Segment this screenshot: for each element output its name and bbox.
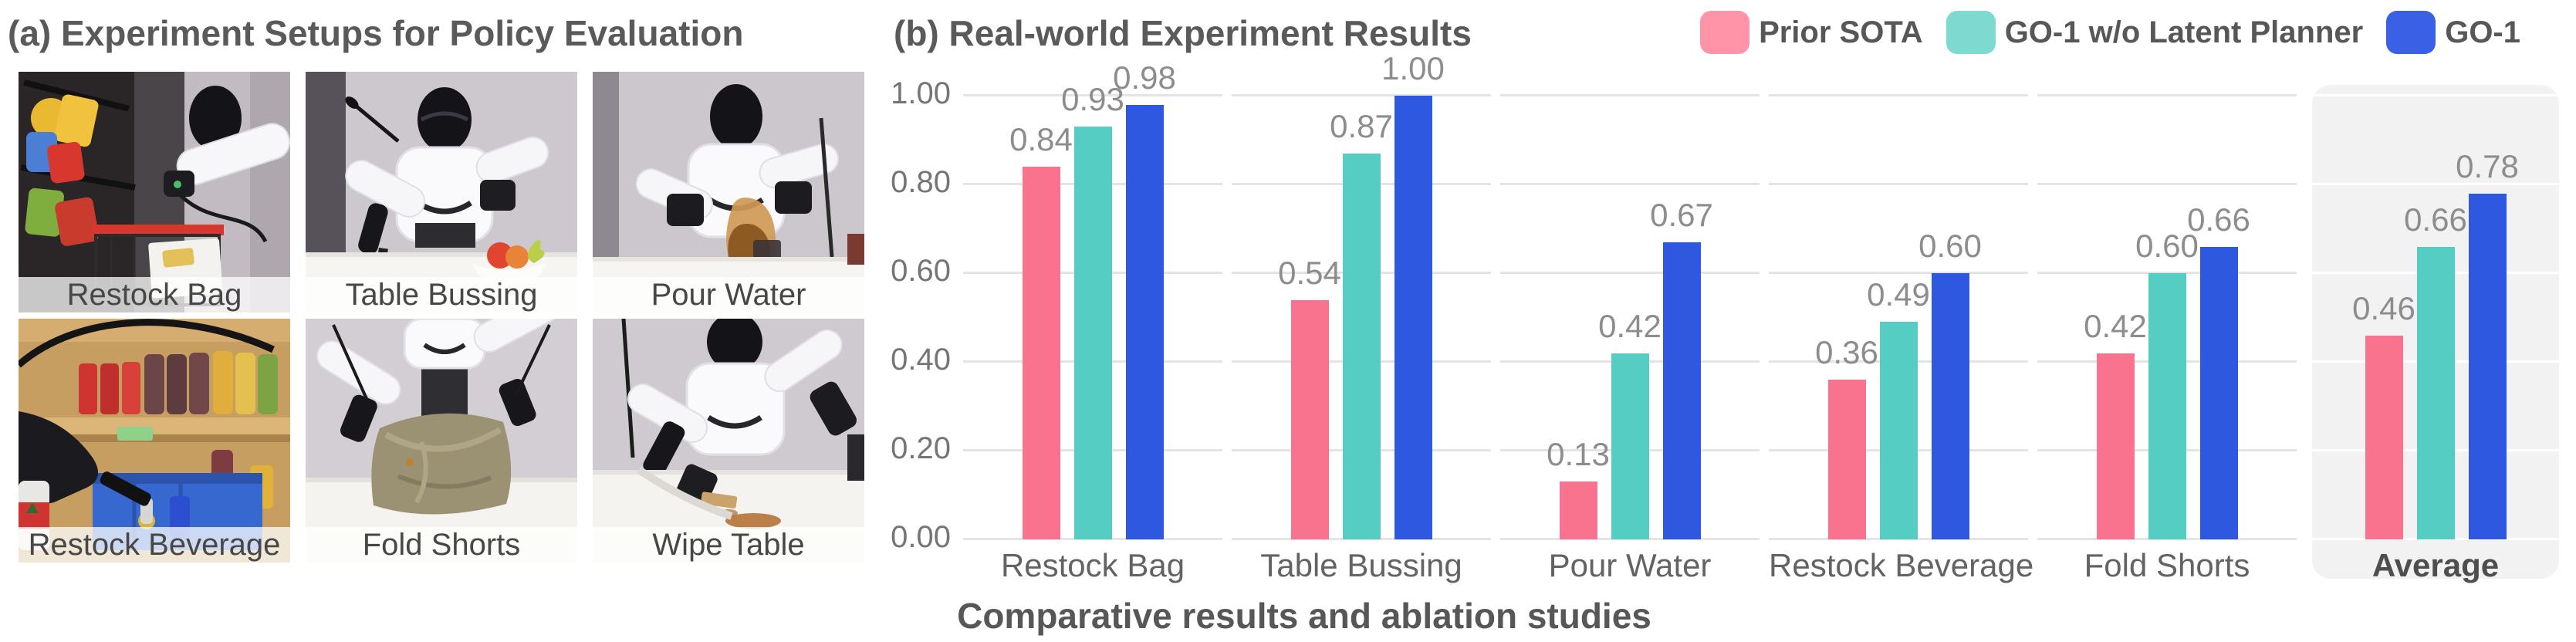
gridline [2306,183,2565,185]
bar-go-1-w-o-latent-planner-table-bussing [1342,153,1381,539]
bar-prior-sota-fold-shorts [2096,353,2135,539]
photo-label: Table Bussing [345,278,538,312]
bar-value-label: 0.66 [2404,201,2467,238]
bar-go-1-table-bussing [1394,96,1432,539]
gridline [1500,183,1760,185]
category-label: Average [2371,547,2500,583]
bar-value-label: 0.49 [1867,276,1930,313]
photo-label: Fold Shorts [362,528,521,562]
bar-value-label: 0.46 [2352,289,2415,326]
y-axis-tick-label: 0.40 [891,343,951,377]
gridline [2306,94,2565,96]
panel-a-title: (a) Experiment Setups for Policy Evaluat… [8,13,744,53]
wipe-table-image [593,319,864,563]
bar-value-label: 0.42 [1598,307,1662,344]
category-label: Table Bussing [1260,547,1462,583]
legend-item-prior-sota: Prior SOTA [1700,11,1923,54]
photo-label-strip: Table Bussing [306,277,577,313]
bar-go-1-w-o-latent-planner-restock-beverage [1879,322,1918,539]
chart-legend: Prior SOTA GO-1 w/o Latent Planner GO-1 [1700,11,2520,54]
go1-wo-latent-planner-swatch-icon [1946,11,1996,54]
bar-go-1-fold-shorts [2199,246,2238,539]
gridline [1769,272,2028,274]
y-axis-tick-label: 1.00 [891,76,951,110]
legend-item-go1: GO-1 [2386,11,2520,54]
restock-beverage-image [19,319,290,563]
fold-shorts-image [306,319,577,563]
photo-label-strip: Wipe Table [593,527,864,563]
gridline [2037,183,2297,185]
y-axis-tick-label: 0.60 [891,254,951,288]
photo-label-strip: Pour Water [593,277,864,313]
bar-value-label: 0.36 [1815,334,1878,370]
bar-value-label: 0.93 [1061,81,1124,118]
figure-caption: Comparative results and ablation studies [957,596,1651,636]
restock-bag-image [19,72,290,313]
photo-label-strip: Restock Bag [19,277,290,313]
category-label: Restock Beverage [1769,547,2034,583]
bar-go-1-restock-beverage [1931,273,1969,539]
bar-value-label: 0.60 [2135,228,2199,264]
bar-value-label: 0.66 [2187,201,2250,238]
bar-value-label: 1.00 [1381,50,1445,86]
legend-label: Prior SOTA [1759,15,1923,49]
bar-value-label: 0.60 [1918,228,1982,264]
photo-label: Wipe Table [652,528,805,562]
panel-b-title: (b) Real-world Experiment Results [894,13,1472,53]
bar-prior-sota-pour-water [1559,482,1597,539]
gridline [1769,94,2028,96]
photo-pour-water: Pour Water [593,72,864,313]
photo-label-strip: Restock Beverage [19,527,290,563]
gridline [2037,272,2297,274]
photo-wipe-table: Wipe Table [593,319,864,563]
bar-go-1-pour-water [1662,242,1701,539]
bar-go-1-average [2468,193,2507,539]
bar-prior-sota-average [2365,335,2403,539]
category-label: Pour Water [1548,547,1712,583]
photo-fold-shorts: Fold Shorts [306,319,577,563]
bar-prior-sota-restock-bag [1022,167,1060,539]
legend-label: GO-1 [2445,15,2520,49]
bar-value-label: 0.13 [1547,436,1610,473]
photo-label: Restock Bag [66,278,242,312]
y-axis-tick-label: 0.00 [891,520,951,554]
photo-label: Pour Water [651,278,806,312]
bar-go-1-w-o-latent-planner-restock-bag [1073,127,1112,539]
bar-value-label: 0.98 [1113,59,1176,96]
legend-label: GO-1 w/o Latent Planner [2004,15,2364,49]
bar-value-label: 0.78 [2456,147,2519,184]
bar-value-label: 0.54 [1278,254,1341,291]
go1-swatch-icon [2386,11,2436,54]
gridline [1232,94,1491,96]
photo-label-strip: Fold Shorts [306,527,577,563]
photo-label: Restock Beverage [28,528,281,562]
photo-restock-beverage: Restock Beverage [19,319,290,563]
bar-prior-sota-restock-beverage [1827,380,1866,539]
legend-item-go1-wo-latent-planner: GO-1 w/o Latent Planner [1946,11,2364,54]
bar-go-1-restock-bag [1125,104,1164,539]
prior-sota-swatch-icon [1700,11,1750,54]
gridline [1500,94,1760,96]
y-axis-tick-label: 0.80 [891,165,951,199]
category-label: Restock Bag [1000,547,1185,583]
gridline [963,94,1222,96]
photo-table-bussing: Table Bussing [306,72,577,313]
bar-go-1-w-o-latent-planner-average [2416,246,2455,539]
gridline [1769,183,2028,185]
bar-go-1-w-o-latent-planner-pour-water [1611,353,1649,539]
bar-value-label: 0.67 [1650,196,1713,233]
bar-value-label: 0.42 [2084,307,2147,344]
gridline [2037,94,2297,96]
gridline [1500,272,1760,274]
bar-value-label: 0.87 [1330,107,1393,144]
bar-prior-sota-table-bussing [1290,299,1329,539]
bar-go-1-w-o-latent-planner-fold-shorts [2148,273,2186,539]
category-label: Fold Shorts [2084,547,2250,583]
y-axis-tick-label: 0.20 [891,431,951,465]
photo-restock-bag: Restock Bag [19,72,290,313]
bar-value-label: 0.84 [1009,121,1073,157]
